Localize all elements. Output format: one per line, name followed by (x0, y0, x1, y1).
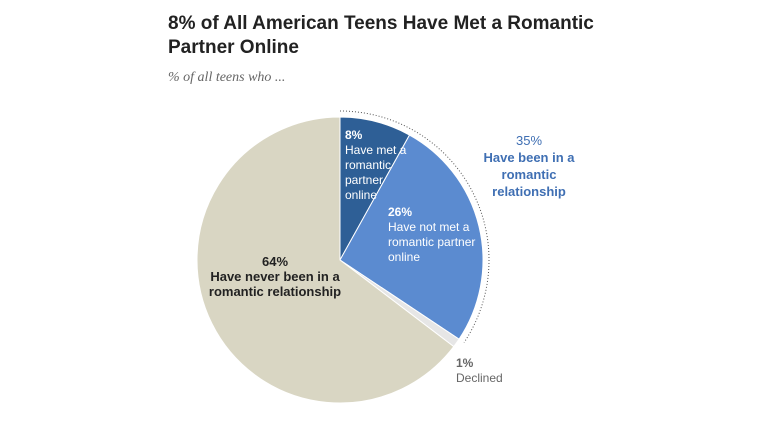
value-label: 8% (345, 128, 363, 142)
annotation-text: Have been in a romantic relationship (483, 150, 575, 199)
chart-subtitle: % of all teens who ... (168, 70, 286, 85)
pie-slice (196, 116, 455, 404)
slice-label: 64% Have never been in a romantic relatio… (205, 254, 345, 299)
annotation-label: 35% (515, 133, 543, 148)
slice-label: 26% Have not met a romantic partner onlin… (388, 205, 480, 265)
category-label: Have met a romantic partner online (345, 143, 407, 202)
slice-label: 8% Have met a romantic partner online (345, 128, 415, 203)
slice-label: 1% Declined (456, 356, 526, 386)
annotation: 35% Have been in a romantic relationship (470, 132, 588, 200)
pie-slice (339, 134, 484, 340)
category-label: Declined (456, 371, 503, 385)
value-label: 64% (261, 254, 289, 269)
value-label: 26% (388, 205, 413, 219)
category-label: Have not met a romantic partner online (388, 220, 476, 264)
value-label: 1% (456, 356, 474, 370)
chart-title: 8% of All American Teens Have Met a Roma… (168, 13, 594, 58)
category-label: Have never been in a romantic relationsh… (208, 269, 342, 299)
